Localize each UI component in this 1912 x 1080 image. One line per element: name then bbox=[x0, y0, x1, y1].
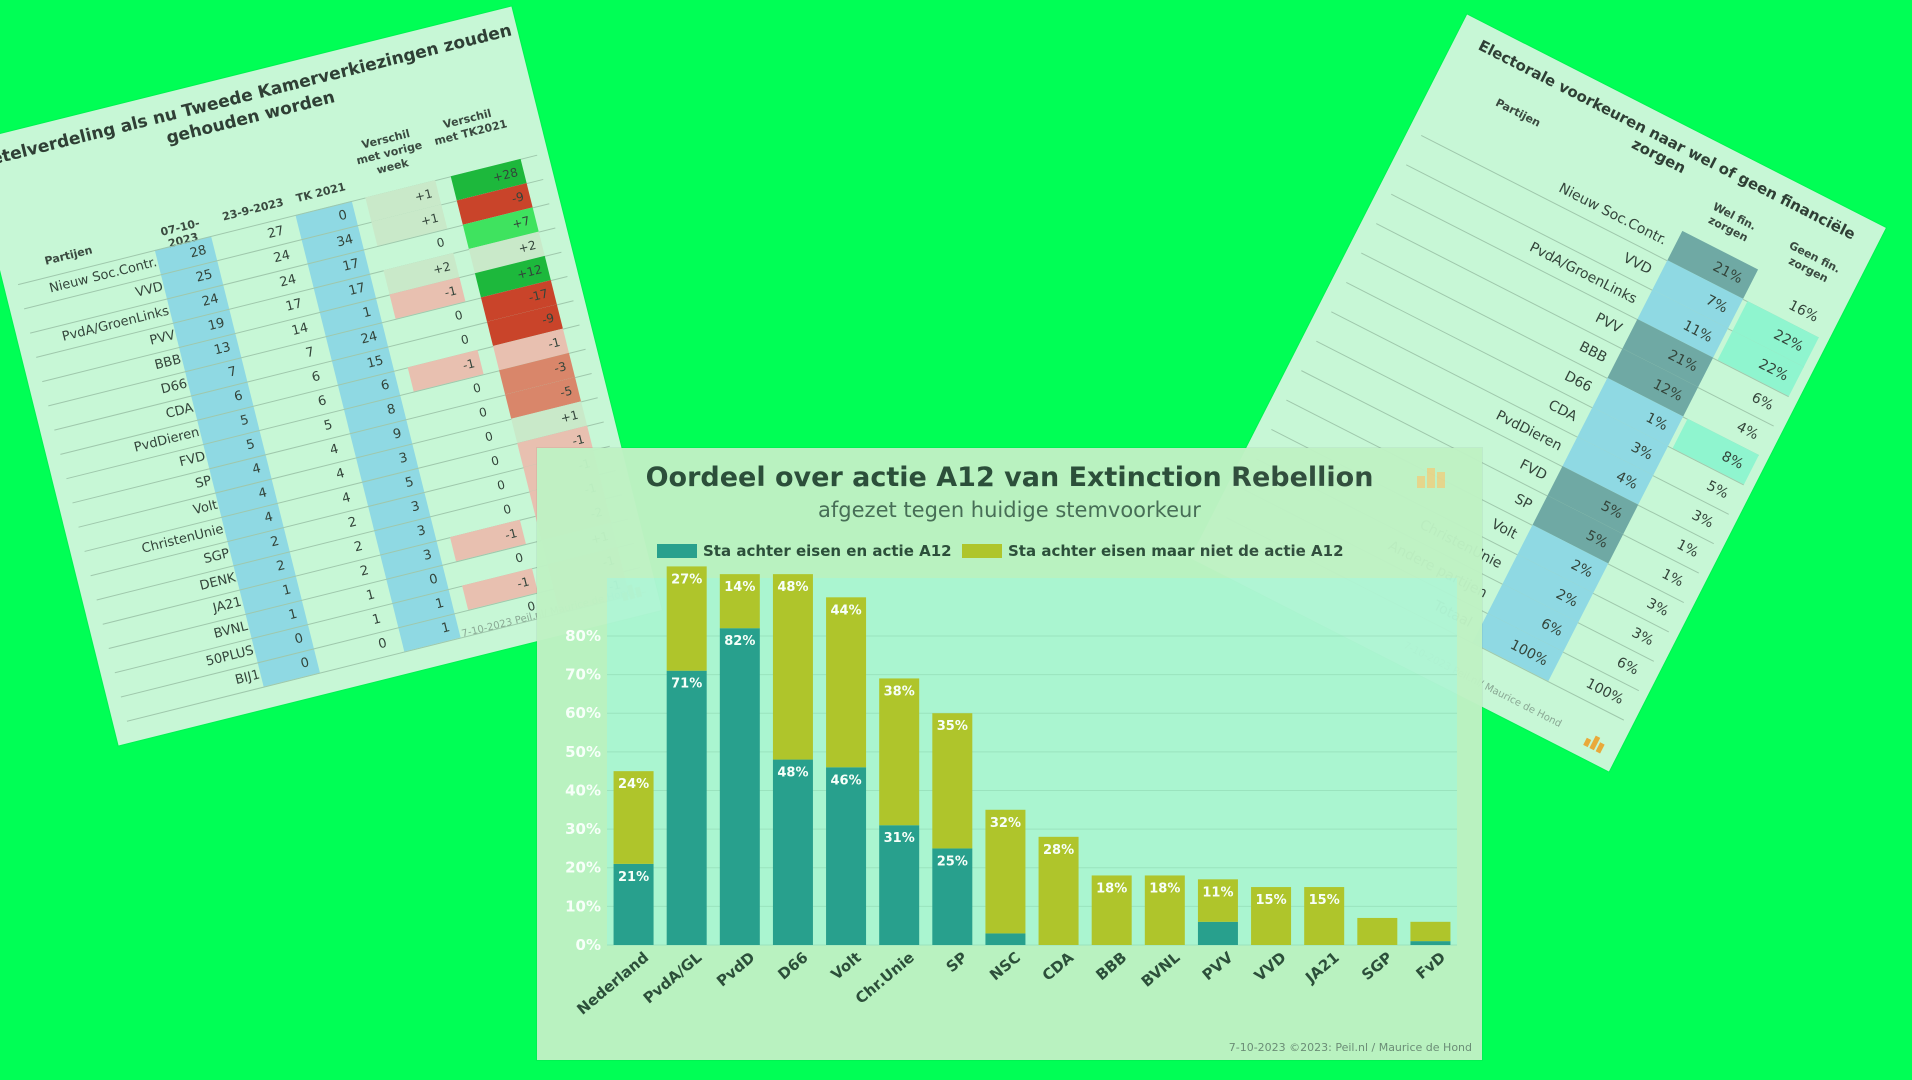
seats-prev: 0 bbox=[332, 636, 389, 664]
x-tick-label: Chr.Unie bbox=[852, 948, 918, 1007]
bar-teal bbox=[773, 760, 813, 945]
y-tick-label: 40% bbox=[565, 781, 601, 799]
peil-logo-icon bbox=[1437, 472, 1445, 488]
bar-teal bbox=[826, 767, 866, 945]
data-label-teal: 25% bbox=[937, 854, 968, 869]
seats-prev: 24 bbox=[235, 248, 292, 276]
seat-table-title: Zetelverdeling als nu Tweede Kamerverkie… bbox=[0, 18, 525, 196]
x-tick-label: Volt bbox=[827, 948, 864, 983]
data-label-olive: 48% bbox=[777, 580, 808, 595]
seats-prev: 6 bbox=[265, 369, 322, 397]
x-tick-label: PVV bbox=[1199, 948, 1237, 984]
x-tick-label: SP bbox=[943, 948, 971, 976]
seats-prev: 24 bbox=[241, 272, 298, 300]
x-tick-label: JA21 bbox=[1301, 948, 1343, 987]
y-tick-label: 80% bbox=[565, 627, 601, 645]
data-label-olive: 27% bbox=[671, 572, 702, 587]
chart-footer: 7-10-2023 ©2023: Peil.nl / Maurice de Ho… bbox=[1229, 1041, 1472, 1054]
bar-teal bbox=[720, 628, 760, 945]
y-tick-label: 20% bbox=[565, 859, 601, 877]
chart-plot: 0% 10% 20% 30% 40% 50% 60% 70% 80% 21% 24% Nederlan… bbox=[537, 448, 1482, 1060]
bar-teal bbox=[667, 671, 707, 945]
x-tick-label: BBB bbox=[1092, 948, 1130, 984]
data-label-teal: 21% bbox=[618, 870, 649, 885]
x-tick-label: D66 bbox=[774, 948, 811, 983]
seats-prev: 4 bbox=[295, 490, 352, 518]
seats-prev: 14 bbox=[253, 320, 310, 348]
bar-teal bbox=[985, 933, 1025, 945]
data-label-olive: 44% bbox=[831, 603, 862, 618]
bar-olive bbox=[1357, 918, 1397, 945]
x-tick-label: VVD bbox=[1251, 948, 1290, 985]
y-tick-label: 10% bbox=[565, 897, 601, 915]
data-label-olive: 24% bbox=[618, 777, 649, 792]
peil-logo-icon bbox=[1583, 731, 1610, 755]
x-tick-label: CDA bbox=[1039, 948, 1078, 985]
data-label-teal: 31% bbox=[884, 831, 915, 846]
data-label-olive: 38% bbox=[884, 684, 915, 699]
seats-prev: 4 bbox=[289, 466, 346, 494]
x-tick-label: PvdD bbox=[713, 948, 758, 990]
y-tick-label: 70% bbox=[565, 666, 601, 684]
x-tick-label: SGP bbox=[1358, 948, 1396, 984]
data-label-olive: 11% bbox=[1202, 885, 1233, 900]
data-label-olive: 15% bbox=[1309, 893, 1340, 908]
seats-prev: 17 bbox=[247, 296, 304, 324]
seats-prev: 2 bbox=[301, 515, 358, 543]
data-label-teal: 46% bbox=[831, 773, 862, 788]
y-tick-label: 0% bbox=[576, 936, 601, 954]
bar-teal bbox=[1410, 941, 1450, 945]
seats-prev: 5 bbox=[277, 417, 334, 445]
x-tick-label: FvD bbox=[1413, 948, 1449, 983]
seats-prev: 27 bbox=[229, 223, 286, 251]
seats-prev: 4 bbox=[283, 442, 340, 470]
seats-prev: 6 bbox=[271, 393, 328, 421]
y-tick-label: 30% bbox=[565, 820, 601, 838]
seats-prev: 1 bbox=[326, 612, 383, 640]
data-label-teal: 48% bbox=[777, 766, 808, 781]
peil-logo-icon bbox=[1417, 476, 1425, 488]
y-tick-label: 60% bbox=[565, 704, 601, 722]
data-label-olive: 15% bbox=[1256, 893, 1287, 908]
bar-teal bbox=[1198, 922, 1238, 945]
data-label-olive: 18% bbox=[1096, 881, 1127, 896]
peil-logo-icon bbox=[1427, 468, 1435, 488]
x-tick-label: NSC bbox=[986, 948, 1024, 984]
data-label-teal: 82% bbox=[724, 634, 755, 649]
data-label-olive: 18% bbox=[1149, 881, 1180, 896]
data-label-olive: 14% bbox=[724, 580, 755, 595]
bar-olive bbox=[879, 678, 919, 825]
x-tick-label: PvdA/GL bbox=[640, 948, 706, 1007]
x-tick-label: BVNL bbox=[1138, 948, 1184, 991]
data-label-teal: 71% bbox=[671, 677, 702, 692]
bar-olive bbox=[1410, 922, 1450, 941]
y-tick-label: 50% bbox=[565, 743, 601, 761]
data-label-olive: 35% bbox=[937, 719, 968, 734]
seats-prev: 7 bbox=[259, 345, 316, 373]
bar-olive bbox=[826, 597, 866, 767]
seats-prev: 2 bbox=[307, 539, 364, 567]
x-tick-label: Nederland bbox=[573, 948, 652, 1018]
pref-table-body: Partijen Wel fin. zorgen Geen fin. zorgen Nie… bbox=[1467, 15, 1886, 228]
a12-chart: Oordeel over actie A12 van Extinction Re… bbox=[537, 448, 1482, 1060]
seats-prev: 1 bbox=[319, 587, 376, 615]
bar-olive bbox=[773, 574, 813, 759]
seats-prev: 2 bbox=[313, 563, 370, 591]
data-label-olive: 32% bbox=[990, 816, 1021, 831]
data-label-olive: 28% bbox=[1043, 843, 1074, 858]
